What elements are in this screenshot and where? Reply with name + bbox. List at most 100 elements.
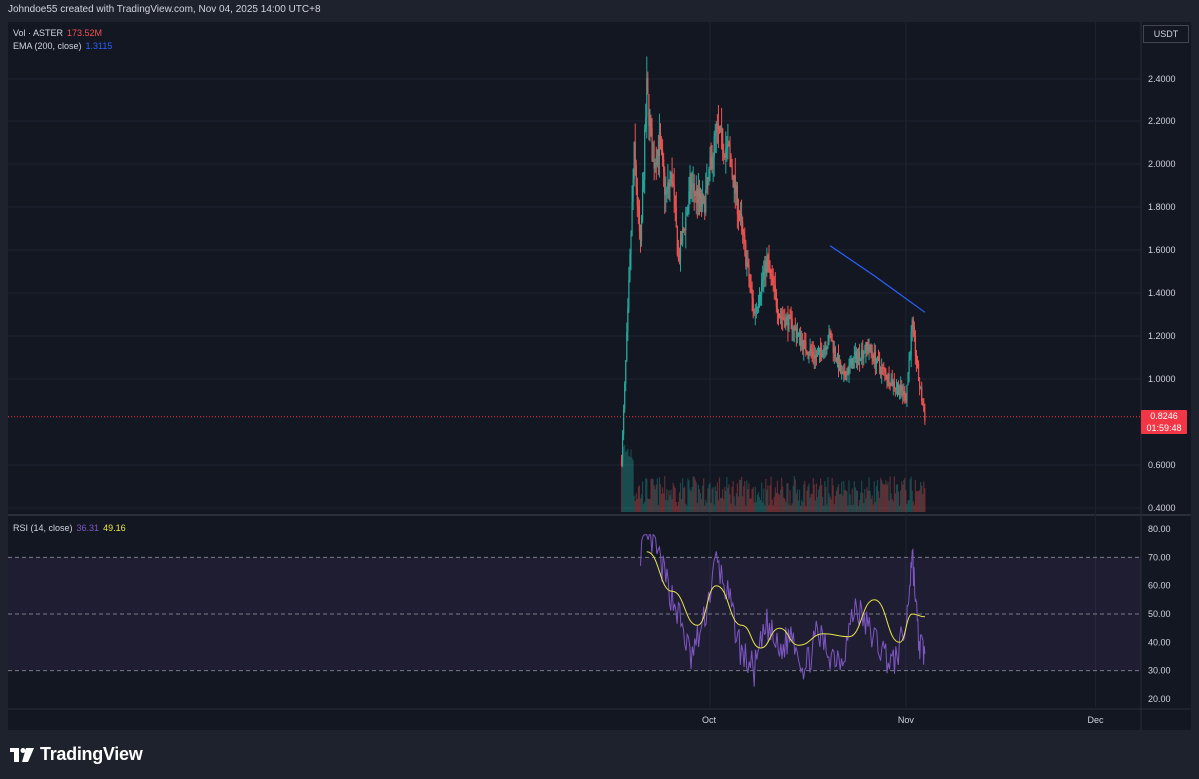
candle-body xyxy=(634,142,636,166)
volume-bar xyxy=(913,504,915,512)
candle-body xyxy=(770,269,772,276)
volume-bar xyxy=(897,491,900,512)
volume-bar xyxy=(806,490,808,512)
candle-body xyxy=(894,387,896,389)
volume-bar xyxy=(763,488,765,512)
candle-body xyxy=(900,385,902,392)
candle-body xyxy=(784,319,786,327)
candle-body xyxy=(631,201,633,236)
chart-svg[interactable]: 2.4000 2.2000 2.0000 1.8000 1.6000 1.4000 1.20… xyxy=(8,22,1191,730)
volume-bar xyxy=(696,502,698,512)
candle-body xyxy=(706,177,708,190)
candle-body xyxy=(871,351,873,356)
candle-body xyxy=(689,180,691,192)
volume-bar xyxy=(657,504,659,512)
volume-bar xyxy=(736,483,738,512)
volume-bar xyxy=(816,497,819,512)
volume-bar xyxy=(896,484,899,512)
volume-bar xyxy=(849,494,851,512)
candle-body xyxy=(787,316,789,330)
candle-body xyxy=(827,342,829,347)
rsi-tick-label: 20.00 xyxy=(1148,694,1171,704)
volume-bar xyxy=(694,479,696,512)
volume-bar xyxy=(755,502,757,512)
currency-selector[interactable]: USDT xyxy=(1143,25,1189,43)
candle-body xyxy=(702,195,704,206)
candle-body xyxy=(675,207,677,228)
volume-bar xyxy=(656,478,658,512)
candle-body xyxy=(712,157,714,169)
candle-body xyxy=(866,342,868,347)
candle-body xyxy=(795,328,797,338)
candle-body xyxy=(660,144,663,151)
volume-bar xyxy=(648,499,650,512)
tradingview-logo[interactable]: TradingView xyxy=(10,744,143,765)
volume-bar xyxy=(804,480,806,512)
candle-body xyxy=(854,351,856,357)
candle-body xyxy=(654,162,656,169)
candle-body xyxy=(691,185,693,190)
candle-body xyxy=(664,172,666,195)
candle-body xyxy=(812,352,814,356)
volume-bar xyxy=(718,477,721,512)
volume-bar xyxy=(805,505,807,512)
volume-bar xyxy=(621,443,624,512)
candle-body xyxy=(653,160,655,169)
candle-body xyxy=(922,401,924,405)
candle-body xyxy=(626,332,628,361)
axes: 2.4000 2.2000 2.0000 1.8000 1.6000 1.4000 1.20… xyxy=(702,74,1176,725)
candle-body xyxy=(824,346,826,349)
volume-bar xyxy=(768,505,770,512)
candle-body xyxy=(754,312,756,314)
candle-body xyxy=(863,352,865,358)
volume-bar xyxy=(692,476,694,512)
candle-body xyxy=(750,285,752,290)
candle-body xyxy=(920,387,922,389)
candle-body xyxy=(738,215,741,217)
volume-bar xyxy=(741,476,743,512)
candle-body xyxy=(893,381,895,388)
volume-bar xyxy=(645,478,647,512)
volume-bar xyxy=(910,476,912,512)
volume-bar xyxy=(769,485,771,512)
candle-body xyxy=(734,175,736,194)
volume-bar xyxy=(852,504,854,512)
candle-body xyxy=(641,189,644,222)
volume-bar xyxy=(698,489,701,512)
candle-body xyxy=(845,376,847,381)
volume-bar xyxy=(882,483,884,512)
candle-body xyxy=(695,189,697,197)
volume-bar xyxy=(890,493,892,512)
volume-bar xyxy=(835,490,837,512)
volume-bar xyxy=(703,478,705,512)
volume-bar xyxy=(795,493,797,512)
candle-body xyxy=(687,206,689,213)
volume-bar xyxy=(724,487,726,512)
volume-bar xyxy=(674,487,676,512)
candle-body xyxy=(627,307,629,333)
volume-bar xyxy=(637,486,639,512)
candle-body xyxy=(768,259,770,269)
chart-frame[interactable]: 2.4000 2.2000 2.0000 1.8000 1.6000 1.4000 1.20… xyxy=(8,22,1191,730)
volume-bar xyxy=(767,485,769,512)
candle-body xyxy=(752,298,754,311)
candle-body xyxy=(714,132,716,136)
volume-bar xyxy=(861,480,863,512)
candle-body xyxy=(680,237,683,245)
candle-body xyxy=(815,354,817,357)
volume-bar xyxy=(635,493,637,512)
candle-body xyxy=(849,364,851,366)
candle-body xyxy=(882,367,884,369)
candle-body xyxy=(667,182,669,190)
volume-bar xyxy=(797,500,800,512)
candle-body xyxy=(802,340,804,350)
volume-bar xyxy=(786,483,788,512)
candle-body xyxy=(717,124,720,130)
candle-body xyxy=(625,360,627,384)
candle-body xyxy=(678,258,681,261)
volume-bar xyxy=(888,500,890,512)
volume-bar xyxy=(730,503,732,512)
volume-bar xyxy=(680,499,683,512)
volume-bar xyxy=(792,485,794,512)
candle-body xyxy=(665,193,667,195)
